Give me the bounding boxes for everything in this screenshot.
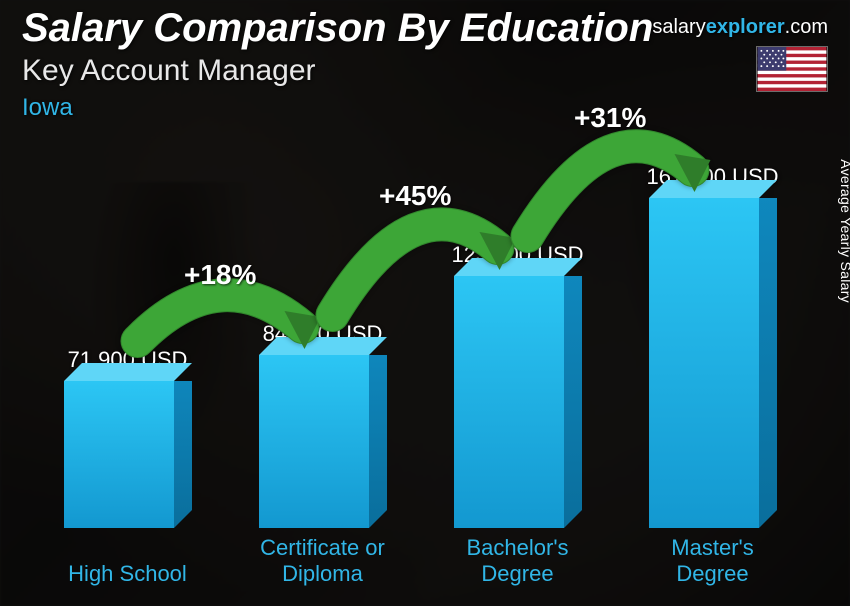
increase-arc: +31%	[30, 150, 810, 588]
brand-watermark: salaryexplorer.com	[652, 16, 828, 39]
increase-pct-label: +31%	[574, 102, 646, 134]
subtitle-role: Key Account Manager	[22, 54, 316, 88]
infographic-stage: Salary Comparison By Education Key Accou…	[0, 0, 850, 606]
bar-chart: 71,900 USDHigh School84,600 USDCertifica…	[30, 150, 810, 588]
subtitle-location: Iowa	[22, 94, 73, 122]
brand-part1: salary	[652, 16, 705, 38]
brand-part2: explorer	[706, 16, 785, 38]
flag-icon	[756, 46, 828, 92]
page-title: Salary Comparison By Education	[22, 6, 653, 51]
y-axis-label: Average Yearly Salary	[838, 159, 850, 303]
brand-part3: .com	[785, 16, 828, 38]
